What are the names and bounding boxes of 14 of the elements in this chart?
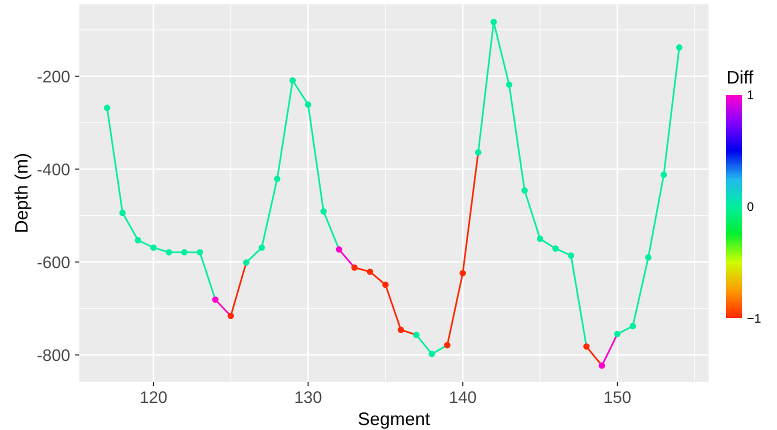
y-tick-label: -600 bbox=[38, 256, 70, 268]
x-tick-label: 130 bbox=[295, 391, 322, 404]
x-tick-label: 120 bbox=[140, 391, 167, 404]
y-axis-title: Depth (m) bbox=[14, 154, 32, 232]
x-axis-title: Segment bbox=[358, 412, 430, 429]
y-tick-label: -800 bbox=[38, 349, 70, 362]
color-bar-title: Diff bbox=[728, 70, 754, 84]
color-bar-label: 1 bbox=[748, 90, 754, 100]
y-tick-label: -400 bbox=[38, 164, 70, 176]
color-bar-label: −1 bbox=[748, 314, 761, 323]
color-bar-label: 0 bbox=[747, 202, 754, 212]
x-tick-label: 150 bbox=[604, 391, 631, 404]
y-tick-label: -200 bbox=[38, 70, 70, 82]
x-tick-label: 140 bbox=[450, 391, 476, 404]
